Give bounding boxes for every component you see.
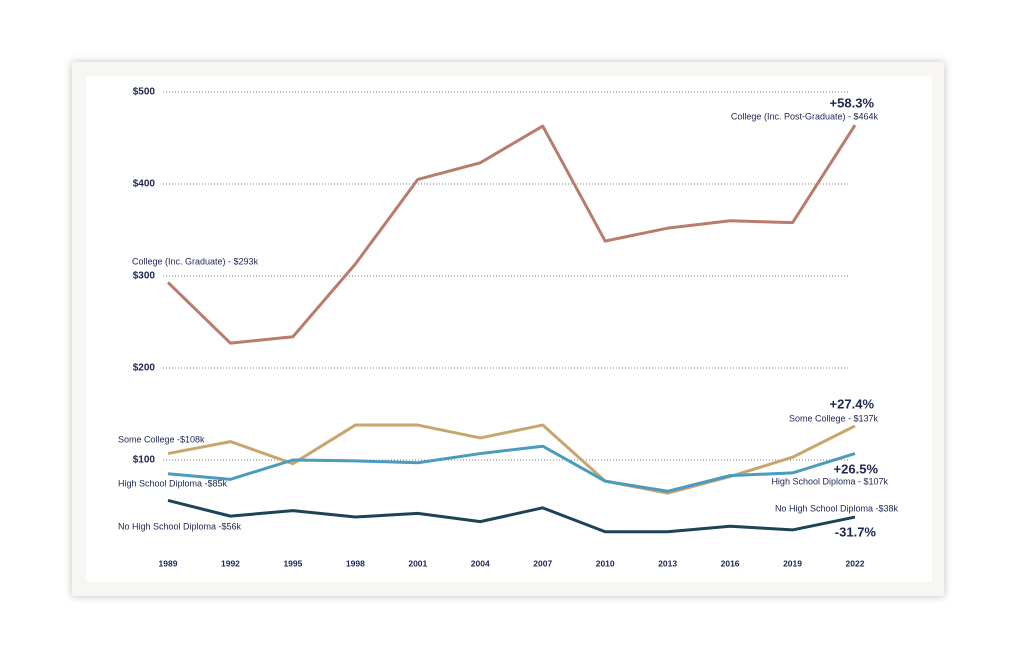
- x-tick-label: 2001: [408, 558, 427, 568]
- series-line: [167, 423, 856, 495]
- start-label: High School Diploma -$85k: [118, 478, 228, 488]
- y-tick-label: $400: [133, 179, 156, 190]
- start-label: No High School Diploma -$56k: [118, 521, 242, 531]
- change-label: +26.5%: [834, 461, 879, 476]
- x-tick-label: 2016: [721, 558, 740, 568]
- series-line: [166, 124, 857, 345]
- end-label: High School Diploma - $107k: [771, 476, 888, 486]
- end-label: College (Inc. Post-Graduate) - $464k: [731, 111, 879, 121]
- change-label: +58.3%: [830, 95, 875, 110]
- x-tick-label: 2007: [533, 558, 552, 568]
- x-tick-label: 2013: [658, 558, 677, 568]
- y-tick-label: $100: [133, 455, 156, 466]
- start-label: Some College -$108k: [118, 434, 205, 444]
- x-tick-label: 2010: [596, 558, 615, 568]
- start-label: College (Inc. Graduate) - $293k: [132, 256, 259, 266]
- x-tick-label: 2004: [471, 558, 490, 568]
- frame-inner: [86, 76, 932, 582]
- change-label: -31.7%: [835, 524, 877, 539]
- x-tick-label: 2019: [783, 558, 802, 568]
- end-label: Some College - $137k: [789, 413, 879, 423]
- series-line: [167, 499, 856, 534]
- y-tick-label: $200: [133, 363, 156, 374]
- y-tick-label: $500: [133, 87, 156, 98]
- y-tick-label: $300: [133, 271, 156, 282]
- change-label: +27.4%: [830, 396, 875, 411]
- end-label: No High School Diploma -$38k: [775, 503, 899, 513]
- x-tick-label: 1992: [221, 558, 240, 568]
- x-tick-label: 2022: [846, 558, 865, 568]
- series-line: [167, 444, 856, 493]
- x-tick-label: 1995: [283, 558, 302, 568]
- x-tick-label: 1989: [159, 558, 178, 568]
- x-tick-label: 1998: [346, 558, 365, 568]
